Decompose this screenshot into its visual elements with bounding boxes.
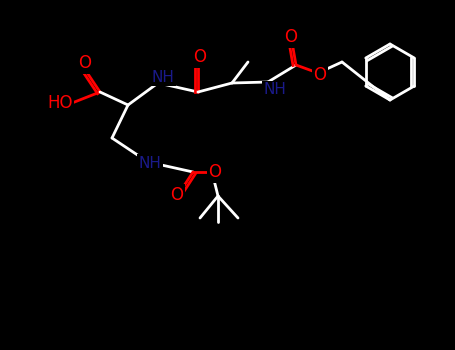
Text: O: O: [79, 54, 91, 72]
Text: NH: NH: [152, 70, 174, 84]
Text: HO: HO: [47, 94, 73, 112]
Text: O: O: [171, 186, 183, 204]
Text: NH: NH: [139, 155, 162, 170]
Text: O: O: [208, 163, 222, 181]
Text: O: O: [313, 66, 327, 84]
Text: O: O: [193, 48, 207, 66]
Text: NH: NH: [263, 83, 287, 98]
Text: O: O: [284, 28, 298, 46]
